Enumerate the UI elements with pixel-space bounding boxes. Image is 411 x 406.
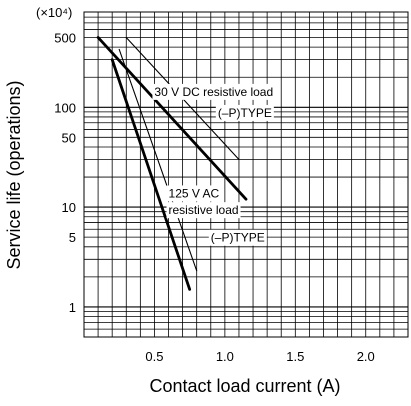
annotations: 30 V DC resistive load (–P)TYPE 125 V AC re… <box>152 83 276 246</box>
y-tick-labels: 1 5 10 50 100 500 <box>54 30 76 314</box>
y-axis-label: Service life (operations) <box>4 80 24 269</box>
annotation-text: resistive load <box>169 203 239 217</box>
y-tick-label: 500 <box>54 30 76 45</box>
y-tick-label: 10 <box>62 200 76 215</box>
y-tick-label: 100 <box>54 100 76 115</box>
annotation-text: 30 V DC resistive load <box>154 85 273 99</box>
x-tick-label: 1.5 <box>286 349 304 364</box>
annotation: (–P)TYPE <box>215 104 274 121</box>
annotation-text: 125 V AC <box>169 186 220 200</box>
series-line-4 <box>118 48 198 272</box>
y-multiplier-label: (×10⁴) <box>36 5 72 20</box>
annotation-text: (–P)TYPE <box>211 231 265 245</box>
x-tick-label: 1.0 <box>216 349 234 364</box>
y-tick-label: 1 <box>69 300 76 315</box>
annotation: 125 V AC <box>166 185 222 202</box>
annotation: 30 V DC resistive load <box>152 83 276 100</box>
series-group <box>96 36 248 291</box>
x-tick-label: 0.5 <box>145 349 163 364</box>
annotation-text: (–P)TYPE <box>218 106 272 120</box>
x-tick-labels: 0.5 1.0 1.5 2.0 <box>145 349 374 364</box>
annotation: (–P)TYPE <box>208 229 267 246</box>
series-line-3 <box>110 58 192 291</box>
x-tick-label: 2.0 <box>357 349 375 364</box>
series-line-1 <box>96 36 248 201</box>
plot-frame <box>83 11 409 338</box>
x-axis-label: Contact load current (A) <box>149 376 340 396</box>
y-tick-label: 50 <box>62 130 76 145</box>
grid <box>84 12 408 337</box>
annotation: resistive load <box>166 202 241 219</box>
y-tick-label: 5 <box>69 230 76 245</box>
